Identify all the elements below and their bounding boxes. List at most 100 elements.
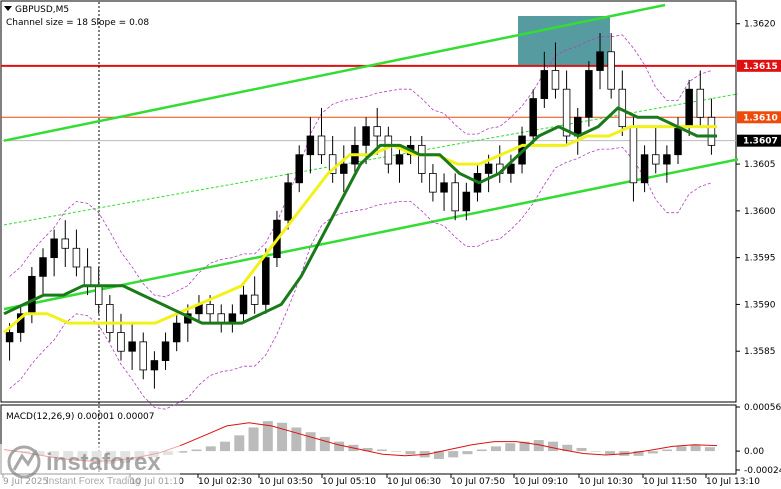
- candle-body: [540, 70, 549, 99]
- candle-body: [72, 247, 81, 268]
- candle: [607, 33, 615, 99]
- brand-name: instaforex: [46, 449, 161, 476]
- candle: [529, 89, 537, 146]
- candle: [317, 107, 326, 165]
- candle: [39, 248, 47, 296]
- macd-bar: [533, 440, 544, 452]
- candle-body: [150, 360, 159, 371]
- price-tick-label: 1.3600: [744, 207, 776, 217]
- candle: [172, 313, 181, 352]
- macd-bar: [490, 446, 501, 452]
- macd-bar: [519, 441, 530, 452]
- candle-body: [395, 154, 404, 165]
- candle: [250, 276, 259, 314]
- candle-body: [663, 154, 671, 165]
- price-channel: [3, 3, 739, 311]
- price-tick-label: 1.3595: [744, 254, 776, 264]
- candle: [128, 323, 136, 370]
- macd-bar: [291, 427, 302, 452]
- candle-body: [373, 126, 381, 137]
- time-tick-label: 10 Jul 03:50: [259, 477, 313, 487]
- highlight-box: [518, 16, 610, 65]
- channel-upper-line: [3, 3, 666, 142]
- candle-body: [250, 294, 259, 305]
- candle-body: [451, 182, 459, 212]
- candle-body: [117, 332, 125, 352]
- candle-body: [651, 154, 660, 165]
- macd-tick-label: 0.00056: [744, 403, 781, 413]
- price-axis: 1.3620 1.3605 1.3600 1.3595 1.3590 1.3585: [736, 20, 776, 357]
- macd-bar: [576, 447, 587, 452]
- candle: [540, 51, 549, 108]
- candle-body: [284, 182, 292, 221]
- candle: [50, 229, 58, 277]
- candle: [16, 304, 25, 342]
- candle: [150, 351, 159, 389]
- candle: [440, 173, 448, 211]
- candle-body: [484, 163, 493, 174]
- macd-bar: [177, 451, 188, 453]
- macd-bar: [505, 443, 516, 452]
- channel-label: Channel size = 18 Slope = 0.08: [6, 18, 149, 28]
- candle: [328, 136, 337, 183]
- macd-bar: [448, 451, 459, 458]
- envelope-bands: [9, 34, 712, 410]
- candle-body: [551, 70, 560, 90]
- candle: [72, 229, 81, 277]
- candle-body: [529, 98, 537, 137]
- time-tick-label: 10 Jul 07:50: [451, 477, 505, 487]
- candle-body: [28, 275, 36, 315]
- level-tag-label: 1.3607: [743, 137, 778, 147]
- candle: [551, 42, 560, 99]
- macd-tick-label: 0.00: [744, 447, 764, 457]
- candle: [562, 70, 571, 146]
- candle-body: [139, 341, 147, 371]
- time-tick-label: 10 Jul 02:30: [198, 477, 252, 487]
- time-tick-label: 10 Jul 11:50: [643, 477, 697, 487]
- candle-body: [585, 70, 593, 118]
- candle: [262, 248, 270, 314]
- macd-bar: [277, 422, 288, 452]
- candle: [284, 173, 292, 230]
- candle-body: [317, 135, 326, 156]
- candle: [239, 285, 248, 324]
- macd-bar: [319, 436, 330, 452]
- candle: [395, 145, 404, 183]
- macd-bar: [362, 447, 373, 452]
- candle-body: [562, 88, 571, 137]
- candle: [429, 164, 437, 202]
- macd-bar: [220, 441, 231, 452]
- macd-bar: [633, 451, 644, 456]
- candle: [295, 145, 303, 193]
- macd-bar: [248, 427, 259, 452]
- time-tick-label: 10 Jul 05:10: [322, 477, 376, 487]
- candle: [362, 117, 370, 165]
- candle-body: [128, 341, 136, 352]
- candle-body: [239, 294, 248, 315]
- candle-body: [5, 332, 14, 343]
- candle-body: [340, 163, 348, 174]
- macd-tick-label: -0.00024: [744, 466, 781, 476]
- candle-body: [106, 304, 114, 333]
- macd-bar: [262, 421, 273, 452]
- macd-bar: [476, 449, 487, 452]
- ma-green-line: [3, 106, 717, 325]
- candle: [696, 70, 705, 127]
- candle-body: [607, 51, 615, 90]
- collapse-triangle-icon[interactable]: [4, 6, 12, 11]
- candle-body: [429, 173, 437, 193]
- candle-body: [50, 238, 58, 259]
- envelope-lower: [9, 146, 712, 410]
- macd-bar: [590, 451, 601, 452]
- level-tag-bg: [737, 59, 781, 72]
- macd-label: MACD(12,26,9) 0.00001 0.00007: [6, 412, 155, 422]
- price-tick-label: 1.3620: [744, 20, 776, 30]
- candle-body: [640, 154, 649, 184]
- macd-bar: [690, 444, 701, 452]
- macd-bar: [234, 435, 245, 452]
- candle-body: [696, 88, 705, 118]
- candle: [340, 145, 348, 193]
- candle: [139, 332, 147, 380]
- candle-body: [328, 154, 337, 174]
- level-tags: 1.3615 1.3610 1.3607: [737, 59, 781, 147]
